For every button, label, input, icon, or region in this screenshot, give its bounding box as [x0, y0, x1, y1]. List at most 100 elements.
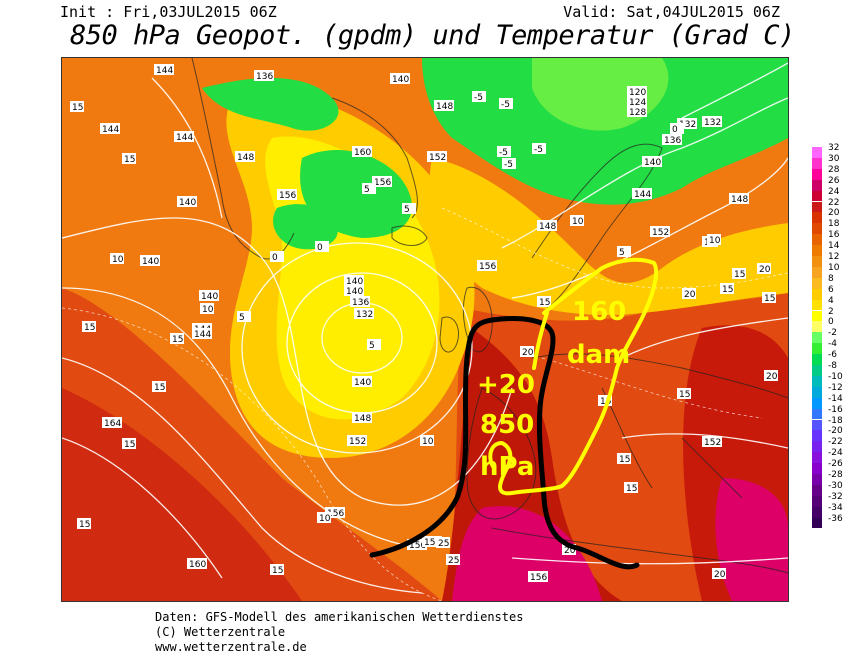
legend-label: 16 — [828, 230, 840, 241]
geopot-label: 132 — [704, 118, 721, 128]
annotation-dam-unit: dam — [567, 340, 630, 370]
legend-label: 24 — [828, 186, 840, 197]
cold-region-greenland-south — [273, 204, 338, 250]
legend-swatch — [812, 375, 822, 387]
temp-label: -5 — [504, 160, 513, 170]
legend-label: 28 — [828, 164, 840, 175]
very-hot-region-se — [715, 478, 788, 601]
weather-map: 144 144 136 144 140 148 132 128 124 120 … — [61, 57, 789, 602]
legend-swatch — [812, 147, 822, 158]
temp-label: 0 — [272, 253, 278, 263]
coast-ireland — [439, 316, 459, 353]
geopot-label: 156 — [279, 191, 296, 201]
coast-iceland — [391, 225, 428, 246]
legend-label: -12 — [828, 382, 843, 393]
temp-label: 15 — [124, 155, 135, 165]
geopot-label: 140 — [392, 75, 409, 85]
contour-east-2 — [621, 433, 789, 449]
geopot-label: 136 — [664, 136, 681, 146]
legend-label: -8 — [828, 361, 837, 371]
geopot-label: 136 — [256, 72, 273, 82]
legend-label: 2 — [828, 306, 834, 317]
footer: Daten: GFS-Modell des amerikanischen Wet… — [155, 610, 523, 655]
valid-time: Valid: Sat,04JUL2015 06Z — [563, 3, 780, 21]
temp-label: 10 — [572, 217, 584, 227]
legend-swatch — [812, 157, 822, 169]
annotation-temp-value: +20 — [477, 370, 535, 400]
temp-label: 15 — [539, 298, 550, 308]
isotherm-1 — [61, 307, 443, 602]
legend-label: -4 — [828, 339, 837, 350]
annotation-yellow-outline — [488, 257, 659, 496]
map-title: 850 hPa Geopot. (gpdm) und Temperatur (G… — [70, 20, 795, 51]
legend-label: -6 — [828, 350, 837, 361]
legend-label: 8 — [828, 273, 834, 284]
legend-label: 20 — [828, 208, 840, 219]
temp-label: 10 — [112, 255, 124, 265]
geopot-label: 144 — [156, 66, 173, 76]
geopot-label: 148 — [237, 153, 254, 163]
temp-label: 20 — [759, 265, 771, 275]
temp-label: 20 — [684, 290, 696, 300]
geopot-label: 144 — [194, 330, 211, 340]
geopot-label: 152 — [424, 538, 441, 548]
temp-label: 20 — [522, 348, 534, 358]
legend-swatch — [812, 441, 822, 453]
legend-swatch — [812, 354, 822, 365]
temp-label: -5 — [501, 100, 510, 110]
geopot-label: 148 — [436, 102, 453, 112]
legend-label: -16 — [828, 404, 843, 415]
contour-south-1 — [511, 557, 789, 565]
geopot-label: 140 — [201, 292, 218, 302]
legend-label: -28 — [828, 470, 843, 480]
legend-label: -10 — [828, 371, 843, 382]
temp-label: 5 — [369, 341, 375, 351]
coast-north-africa — [491, 527, 789, 574]
legend-swatch — [812, 419, 822, 431]
coast-britain — [462, 286, 493, 353]
contour-west-2 — [61, 287, 423, 549]
legend-label: -22 — [828, 437, 843, 448]
coast-greenland-east — [331, 97, 418, 219]
geopot-label: 120 — [629, 88, 646, 98]
legend-label: 14 — [828, 241, 840, 252]
contour-north-1 — [511, 157, 789, 299]
temp-label: -5 — [499, 148, 508, 158]
legend-swatch — [812, 245, 822, 256]
temp-label: 25 — [438, 539, 449, 549]
geopot-label: 164 — [104, 419, 121, 429]
annotation-dam-value: 160 — [572, 297, 626, 327]
temperature-contours — [61, 207, 789, 602]
annotation-level-value: 850 — [480, 410, 534, 440]
legend-swatch — [812, 343, 822, 355]
legend-label: -24 — [828, 448, 843, 459]
legend-swatch — [812, 495, 822, 507]
legend-swatch — [812, 201, 822, 213]
geopot-label: 144 — [176, 133, 193, 143]
legend-swatch — [812, 179, 822, 191]
temp-label: 15 — [154, 383, 165, 393]
annotation-level-unit: hPa — [480, 452, 534, 482]
geopot-label: 140 — [179, 198, 196, 208]
legend-swatch — [812, 474, 822, 485]
temp-label: 15 — [72, 103, 83, 113]
legend-swatch — [812, 168, 822, 180]
temp-label: 10 — [709, 236, 721, 246]
coast-balkans — [681, 437, 743, 499]
geopot-label: 140 — [142, 257, 159, 267]
legend-label: 0 — [828, 317, 834, 328]
legend-label: 4 — [828, 295, 834, 306]
legend-swatch — [812, 190, 822, 202]
temp-label: 20 — [564, 546, 576, 556]
temp-label: 15 — [619, 455, 630, 465]
temp-label: 15 — [722, 285, 733, 295]
temp-label: 10 — [202, 305, 214, 315]
geopot-labels: 144 144 136 144 140 148 132 128 124 120 … — [100, 64, 749, 583]
geopot-label: 128 — [629, 108, 646, 118]
geopot-label: 156 — [479, 262, 496, 272]
geopot-label: 140 — [346, 277, 363, 287]
temp-labels: 15 15 10 10 15 10 5 5 10 15 15 20 20 25 … — [70, 91, 778, 580]
geopot-label: 132 — [679, 120, 696, 130]
legend-swatch — [812, 288, 822, 300]
cold-region-greenland-north — [202, 78, 339, 131]
